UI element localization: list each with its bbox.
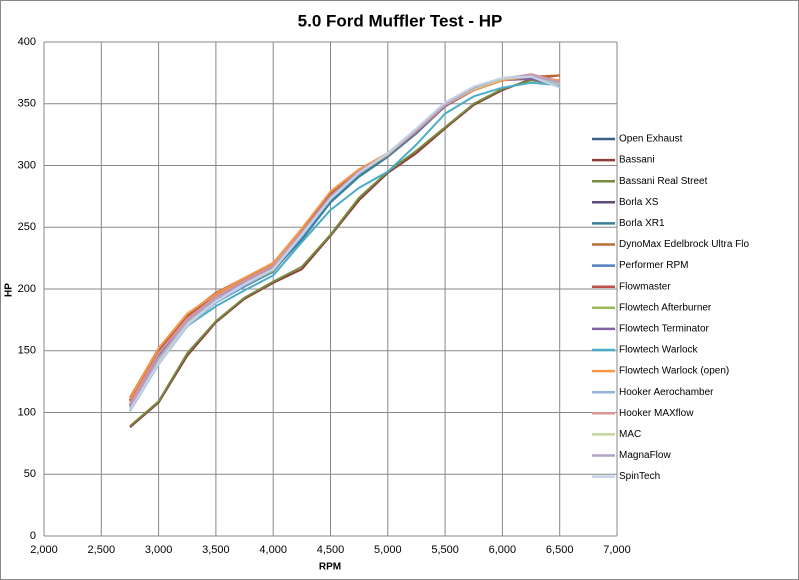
- y-axis-label: HP: [4, 283, 15, 297]
- legend-label: Flowtech Warlock (open): [619, 366, 729, 377]
- x-tick-label: 3,000: [145, 544, 173, 556]
- y-tick-label: 0: [30, 530, 36, 542]
- x-tick-label: 2,000: [30, 544, 58, 556]
- x-tick-label: 2,500: [88, 544, 116, 556]
- x-axis-label: RPM: [319, 562, 341, 573]
- chart-title: 5.0 Ford Muffler Test - HP: [298, 11, 503, 30]
- legend-label: MAC: [619, 429, 641, 440]
- legend-label: SpinTech: [619, 471, 660, 482]
- y-tick-label: 350: [18, 98, 36, 110]
- line-series: [129, 74, 560, 429]
- x-tick-label: 5,000: [374, 544, 402, 556]
- line-series: [129, 79, 560, 427]
- x-tick-label: 5,500: [431, 544, 459, 556]
- x-tick-label: 6,500: [546, 544, 574, 556]
- legend-label: Borla XR1: [619, 218, 665, 229]
- x-tick-label: 4,500: [317, 544, 345, 556]
- x-tick-label: 4,000: [259, 544, 287, 556]
- legend-label: MagnaFlow: [619, 450, 671, 461]
- legend-label: Bassani: [619, 155, 655, 166]
- line-series: [129, 81, 560, 410]
- y-tick-label: 250: [18, 221, 36, 233]
- x-tick-label: 3,500: [202, 544, 230, 556]
- y-tick-label: 200: [18, 283, 36, 295]
- legend-label: Performer RPM: [619, 260, 688, 271]
- legend-label: Borla XS: [619, 197, 659, 208]
- legend-label: Open Exhaust: [619, 134, 683, 145]
- y-tick-label: 150: [18, 345, 36, 357]
- line-series: [129, 75, 561, 411]
- legend-label: DynoMax Edelbrock Ultra Flo: [619, 239, 749, 250]
- y-tick-label: 400: [18, 36, 36, 48]
- x-tick-label: 7,000: [603, 544, 631, 556]
- legend-label: Bassani Real Street: [619, 176, 708, 187]
- legend-label: Flowtech Warlock: [619, 345, 699, 356]
- y-tick-label: 100: [18, 406, 36, 418]
- legend-label: Hooker Aerochamber: [619, 387, 714, 398]
- legend-label: Flowmaster: [619, 281, 671, 292]
- line-series: [129, 75, 560, 400]
- x-tick-label: 6,000: [489, 544, 517, 556]
- legend-label: Hooker MAXflow: [619, 408, 694, 419]
- legend-label: Flowtech Terminator: [619, 324, 710, 335]
- legend-label: Flowtech Afterburner: [619, 302, 712, 313]
- y-tick-label: 300: [18, 159, 36, 171]
- y-tick-label: 50: [24, 468, 36, 480]
